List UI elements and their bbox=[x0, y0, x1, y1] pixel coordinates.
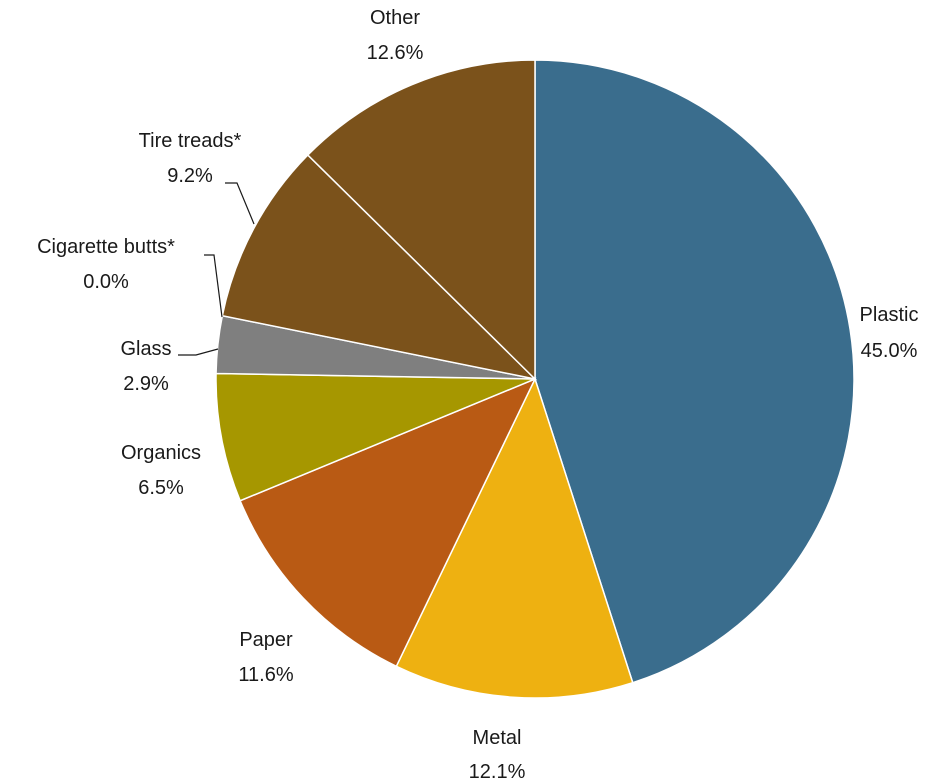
slice-label-glass: Glass 2.9% bbox=[120, 338, 171, 395]
slice-label-cigarette-butts: Cigarette butts* 0.0% bbox=[37, 236, 175, 293]
slice-value-cigarette-butts: 0.0% bbox=[83, 271, 129, 293]
slice-value-organics: 6.5% bbox=[138, 477, 184, 499]
slice-label-paper: Paper 11.6% bbox=[238, 629, 293, 686]
slice-value-other: 12.6% bbox=[367, 42, 424, 64]
slice-value-glass: 2.9% bbox=[123, 373, 169, 395]
slice-name-glass: Glass bbox=[120, 338, 171, 360]
slice-label-other: Other 12.6% bbox=[367, 7, 424, 64]
pie-slices bbox=[215, 59, 855, 699]
slice-value-paper: 11.6% bbox=[238, 664, 293, 686]
pie-slice-tire-treads bbox=[221, 153, 538, 381]
slice-value-plastic: 45.0% bbox=[861, 340, 918, 362]
slice-value-tire-treads: 9.2% bbox=[167, 165, 213, 187]
slice-name-other: Other bbox=[370, 7, 420, 29]
leader-line-tire-treads bbox=[225, 182, 255, 225]
pie-slice-organics bbox=[215, 372, 536, 502]
slice-name-organics: Organics bbox=[121, 442, 201, 464]
slice-label-tire-treads: Tire treads* 9.2% bbox=[139, 130, 242, 187]
slice-label-plastic: Plastic 45.0% bbox=[860, 304, 919, 362]
leader-line-cigarette-butts bbox=[204, 254, 223, 318]
pie-slice-other bbox=[306, 59, 536, 381]
slice-label-organics: Organics 6.5% bbox=[121, 442, 201, 499]
pie-slice-plastic bbox=[534, 59, 855, 684]
leader-line-glass bbox=[178, 348, 219, 356]
slice-name-paper: Paper bbox=[239, 629, 293, 651]
slice-label-metal: Metal 12.1% bbox=[469, 727, 526, 783]
slice-value-metal: 12.1% bbox=[469, 761, 526, 783]
slice-name-metal: Metal bbox=[473, 727, 522, 749]
slice-name-cigarette-butts: Cigarette butts* bbox=[37, 236, 175, 258]
pie-slice-metal bbox=[395, 376, 634, 699]
slice-name-tire-treads: Tire treads* bbox=[139, 130, 242, 152]
pie-slice-paper bbox=[239, 377, 537, 668]
slice-name-plastic: Plastic bbox=[860, 304, 919, 326]
